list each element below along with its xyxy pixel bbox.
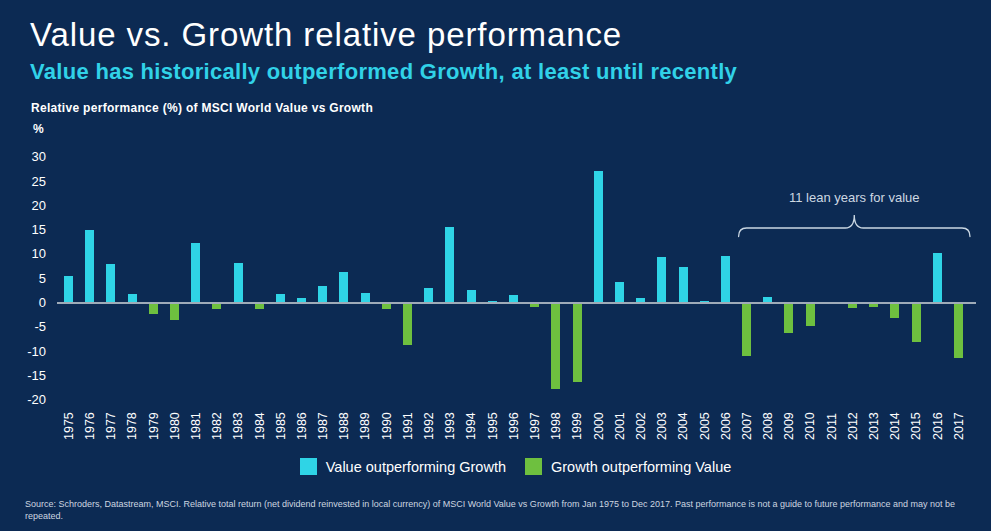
x-tick-label: 1983 bbox=[231, 412, 245, 440]
annotation-label: 11 lean years for value bbox=[724, 190, 984, 205]
x-tick-label: 2015 bbox=[909, 412, 923, 440]
y-tick-label: -10 bbox=[0, 344, 46, 359]
x-tick-label: 2004 bbox=[676, 412, 690, 440]
bar-1977 bbox=[106, 264, 115, 303]
x-tick-label: 1980 bbox=[168, 412, 182, 440]
bar-1984 bbox=[255, 303, 264, 309]
bar-2004 bbox=[679, 267, 688, 303]
bar-1990 bbox=[382, 303, 391, 309]
x-tick-label: 2005 bbox=[698, 412, 712, 440]
bar-2007 bbox=[742, 303, 751, 356]
bar-1999 bbox=[573, 303, 582, 382]
x-tick-label: 2017 bbox=[952, 412, 966, 440]
bar-1987 bbox=[318, 286, 327, 303]
bar-1981 bbox=[191, 243, 200, 303]
x-tick-label: 2014 bbox=[888, 412, 902, 440]
legend-swatch-growth-icon bbox=[525, 458, 542, 475]
bar-2010 bbox=[806, 303, 815, 326]
x-tick-label: 1988 bbox=[337, 412, 351, 440]
y-tick-label: 15 bbox=[0, 222, 46, 237]
x-tick-label: 1994 bbox=[464, 412, 478, 440]
legend: Value outperforming Growth Growth outper… bbox=[20, 458, 991, 475]
bar-1980 bbox=[170, 303, 179, 320]
bar-1988 bbox=[339, 272, 348, 303]
x-tick-label: 1992 bbox=[422, 412, 436, 440]
x-tick-label: 1990 bbox=[380, 412, 394, 440]
bar-2006 bbox=[721, 256, 730, 303]
bar-1975 bbox=[64, 276, 73, 303]
y-tick-label: -20 bbox=[0, 392, 46, 407]
x-tick-label: 1985 bbox=[274, 412, 288, 440]
bar-1976 bbox=[85, 230, 94, 303]
x-tick-label: 2001 bbox=[613, 412, 627, 440]
bar-1982 bbox=[212, 303, 221, 309]
slide: Value vs. Growth relative performance Va… bbox=[0, 0, 991, 531]
x-tick-label: 2002 bbox=[634, 412, 648, 440]
y-tick-label: -5 bbox=[0, 319, 46, 334]
bar-2003 bbox=[657, 257, 666, 303]
x-tick-label: 1993 bbox=[443, 412, 457, 440]
page-subtitle: Value has historically outperformed Grow… bbox=[30, 59, 737, 85]
x-tick-label: 1977 bbox=[104, 412, 118, 440]
bar-1993 bbox=[445, 227, 454, 303]
x-tick-label: 2003 bbox=[655, 412, 669, 440]
y-tick-label: 10 bbox=[0, 246, 46, 261]
x-tick-label: 1995 bbox=[486, 412, 500, 440]
x-tick-label: 2012 bbox=[846, 412, 860, 440]
x-tick-label: 1976 bbox=[83, 412, 97, 440]
x-tick-label: 1982 bbox=[210, 412, 224, 440]
bar-2015 bbox=[912, 303, 921, 342]
y-tick-label: 25 bbox=[0, 174, 46, 189]
x-tick-label: 2008 bbox=[761, 412, 775, 440]
bar-2001 bbox=[615, 282, 624, 303]
x-tick-label: 1997 bbox=[528, 412, 542, 440]
y-axis-unit-label: % bbox=[33, 122, 44, 136]
zero-axis-line bbox=[57, 302, 976, 303]
chart-title: Relative performance (%) of MSCI World V… bbox=[31, 101, 373, 115]
x-tick-label: 2016 bbox=[931, 412, 945, 440]
legend-swatch-value-icon bbox=[300, 458, 317, 475]
x-tick-label: 1986 bbox=[295, 412, 309, 440]
x-tick-label: 2006 bbox=[719, 412, 733, 440]
y-tick-label: 5 bbox=[0, 271, 46, 286]
x-tick-label: 1987 bbox=[316, 412, 330, 440]
bar-2014 bbox=[890, 303, 899, 318]
bar-2009 bbox=[784, 303, 793, 333]
bar-2016 bbox=[933, 253, 942, 303]
y-tick-label: 0 bbox=[0, 295, 46, 310]
legend-label-growth: Growth outperforming Value bbox=[551, 459, 731, 475]
bar-1992 bbox=[424, 288, 433, 303]
x-tick-label: 2010 bbox=[803, 412, 817, 440]
x-tick-label: 1975 bbox=[62, 412, 76, 440]
x-tick-label: 1981 bbox=[189, 412, 203, 440]
bar-1983 bbox=[234, 263, 243, 303]
x-tick-label: 1991 bbox=[401, 412, 415, 440]
x-tick-label: 1979 bbox=[147, 412, 161, 440]
x-tick-label: 2007 bbox=[740, 412, 754, 440]
page-title: Value vs. Growth relative performance bbox=[30, 16, 622, 54]
x-tick-label: 2013 bbox=[867, 412, 881, 440]
bar-2012 bbox=[848, 303, 857, 308]
bar-2000 bbox=[594, 171, 603, 303]
x-tick-label: 1978 bbox=[125, 412, 139, 440]
x-tick-label: 1999 bbox=[570, 412, 584, 440]
y-tick-label: 30 bbox=[0, 149, 46, 164]
x-tick-label: 1996 bbox=[507, 412, 521, 440]
bar-1994 bbox=[467, 290, 476, 303]
y-tick-label: 20 bbox=[0, 198, 46, 213]
source-note: Source: Schroders, Datastream, MSCI. Rel… bbox=[25, 499, 970, 522]
x-tick-label: 1998 bbox=[549, 412, 563, 440]
bar-2017 bbox=[954, 303, 963, 358]
bar-1998 bbox=[551, 303, 560, 389]
x-tick-label: 2009 bbox=[782, 412, 796, 440]
x-tick-label: 1984 bbox=[253, 412, 267, 440]
x-tick-label: 2000 bbox=[592, 412, 606, 440]
x-tick-label: 2011 bbox=[825, 413, 839, 440]
legend-label-value: Value outperforming Growth bbox=[326, 459, 506, 475]
bar-1991 bbox=[403, 303, 412, 345]
bar-1979 bbox=[149, 303, 158, 314]
y-tick-label: -15 bbox=[0, 368, 46, 383]
x-tick-label: 1989 bbox=[358, 412, 372, 440]
